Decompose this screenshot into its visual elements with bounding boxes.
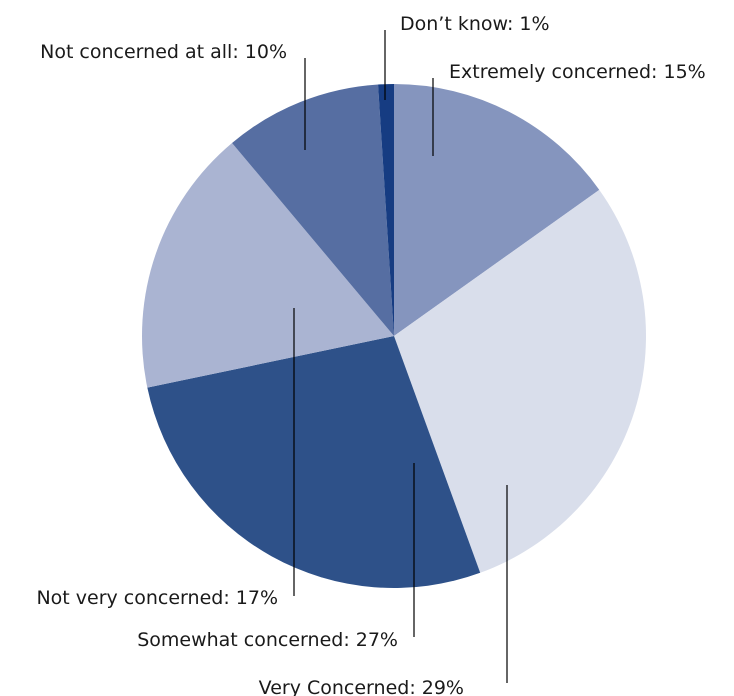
pie-slices <box>141 84 646 588</box>
label-somewhat-concerned: Somewhat concerned: 27% <box>137 629 398 651</box>
slice-labels: Extremely concerned: 15% Very Concerned:… <box>36 13 705 696</box>
label-dont-know: Don’t know: 1% <box>400 13 550 35</box>
label-not-very-concerned: Not very concerned: 17% <box>36 587 278 609</box>
pie-slice-don-t-know <box>378 84 394 336</box>
pie-slice-very-concerned <box>394 189 646 573</box>
pie-slice-not-very-concerned <box>141 142 394 388</box>
leader-lines <box>293 30 508 683</box>
pie-slice-not-concerned-at-all <box>232 84 394 336</box>
label-not-concerned-at-all: Not concerned at all: 10% <box>40 41 287 63</box>
pie-slice-somewhat-concerned <box>147 336 481 588</box>
label-very-concerned: Very Concerned: 29% <box>259 677 464 696</box>
label-extremely-concerned: Extremely concerned: 15% <box>449 61 706 83</box>
pie-slice-extremely-concerned <box>394 84 600 336</box>
